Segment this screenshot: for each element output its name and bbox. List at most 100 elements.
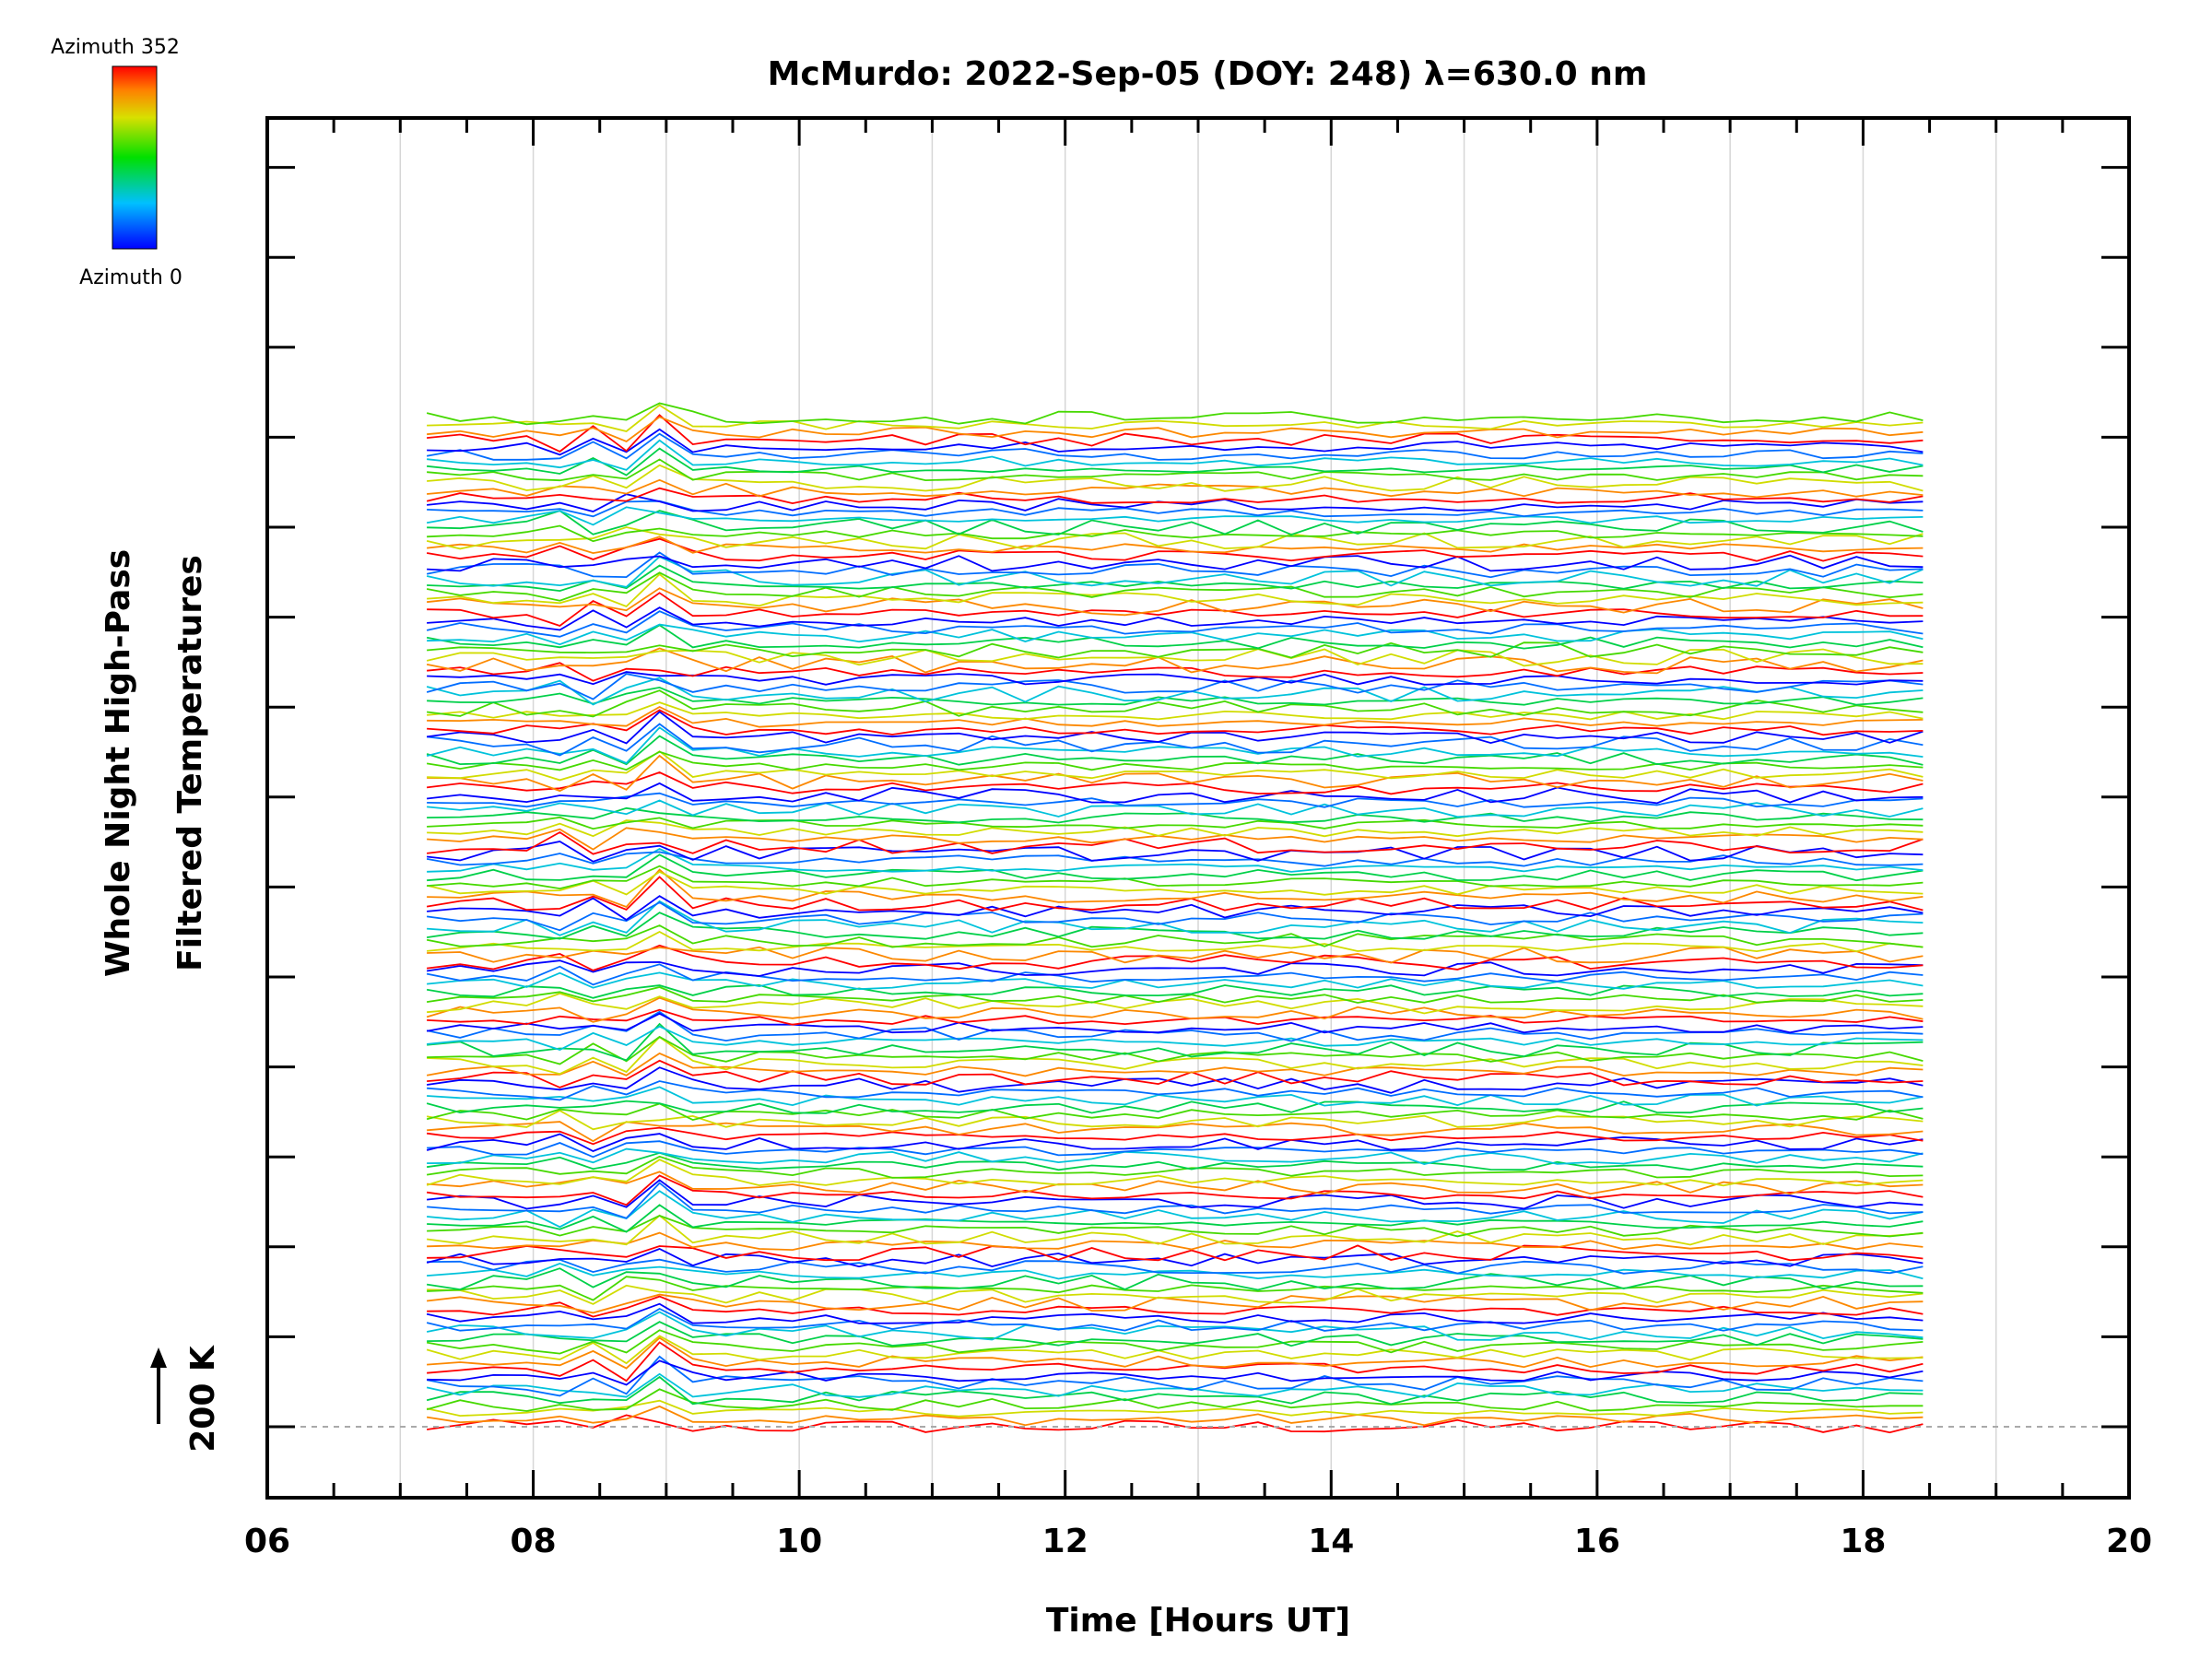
temperature-series-line: [427, 853, 1924, 882]
temperature-series-line: [427, 458, 1924, 482]
temperature-series-line: [427, 868, 1924, 909]
temperature-series-line: [426, 1159, 1924, 1187]
temperature-series-line: [426, 912, 1924, 940]
temperature-series-line: [427, 1321, 1924, 1347]
temperature-series-line: [426, 487, 1924, 505]
temperature-series-line: [427, 799, 1924, 818]
temperature-series-line: [426, 1133, 1924, 1152]
temperature-series-line: [426, 1214, 1924, 1246]
axis-ticks: [265, 118, 2131, 1498]
temperature-series-line: [427, 900, 1924, 936]
temperature-series-line: [427, 1121, 1924, 1143]
temperature-series-line: [427, 1059, 1924, 1088]
scale-label: 200 K: [184, 1345, 222, 1453]
temperature-series-line: [426, 959, 1924, 977]
chart-title: McMurdo: 2022-Sep-05 (DOY: 248) λ=630.0 …: [768, 55, 1648, 93]
temperature-series-line: [427, 464, 1924, 492]
temperature-series-line: [427, 641, 1924, 659]
temperature-series-line: [426, 1335, 1924, 1365]
series-group: [426, 402, 1924, 1434]
temperature-series-line: [426, 996, 1924, 1023]
temperature-series-line: [427, 819, 1924, 838]
temperature-series-line: [427, 1341, 1924, 1382]
temperature-series-line: [427, 806, 1924, 824]
temperature-series-line: [426, 571, 1924, 602]
y-axis-label-line1: Whole Night High-Pass: [100, 549, 137, 977]
temperature-series-line: [427, 686, 1924, 706]
temperature-series-line: [427, 564, 1924, 593]
temperature-series-line: [427, 1035, 1924, 1065]
x-tick-label: 06: [244, 1523, 290, 1560]
temperature-series-line: [427, 1008, 1924, 1026]
temperature-series-line: [427, 1204, 1924, 1233]
temperature-series-line: [426, 726, 1924, 765]
x-tick-label: 14: [1308, 1523, 1354, 1560]
temperature-series-line: [427, 750, 1924, 782]
temperature-series-line: [427, 841, 1924, 863]
temperature-series-line: [426, 723, 1924, 757]
temperature-series-line: [427, 1025, 1924, 1051]
temperature-series-line: [426, 1405, 1924, 1427]
temperature-series-line: [427, 592, 1924, 628]
temperature-series-line: [427, 930, 1924, 953]
temperature-series-line: [426, 1102, 1924, 1122]
temperature-series-line: [426, 924, 1924, 948]
temperature-series-line: [426, 711, 1924, 745]
temperature-series-line: [426, 986, 1924, 1004]
colorbar: [112, 65, 158, 250]
temperature-series-line: [427, 971, 1924, 991]
temperature-series-line: [427, 1231, 1924, 1252]
temperature-series-line: [427, 1190, 1924, 1229]
temperature-series-line: [427, 414, 1924, 453]
temperature-series-line: [427, 535, 1924, 555]
x-tick-label: 18: [1840, 1523, 1886, 1560]
colorbar-top-label: Azimuth 352: [51, 36, 180, 59]
temperature-series-line: [427, 1086, 1924, 1107]
temperature-series-line: [426, 963, 1924, 986]
x-tick-labels: 06 08 10 12 14 16 18 20: [244, 1523, 2152, 1560]
temperature-series-line: [426, 1151, 1924, 1171]
temperature-series-line: [426, 506, 1924, 526]
temperature-series-line: [426, 1126, 1924, 1146]
temperature-series-line: [426, 1307, 1924, 1332]
temperature-series-line: [426, 648, 1924, 667]
temperature-series-line: [427, 439, 1924, 471]
temperature-series-line: [427, 1022, 1924, 1062]
temperature-series-line: [426, 1109, 1924, 1131]
temperature-series-line: [427, 606, 1924, 631]
temperature-series-line: [427, 847, 1924, 873]
temperature-series-line: [427, 671, 1924, 686]
temperature-series-line: [427, 895, 1924, 922]
x-tick-label: 10: [776, 1523, 822, 1560]
temperature-series-line: [426, 870, 1924, 896]
temperature-series-line: [426, 432, 1924, 461]
temperature-series-line: [427, 428, 1924, 456]
temperature-series-line: [427, 705, 1924, 728]
x-tick-label: 08: [511, 1523, 557, 1560]
temperature-series-line: [427, 1215, 1924, 1238]
temperature-series-line: [426, 1100, 1924, 1114]
temperature-series-line: [427, 1080, 1924, 1101]
temperature-series-line: [427, 623, 1924, 646]
x-tick-label: 16: [1574, 1523, 1620, 1560]
temperature-series-line: [427, 1262, 1924, 1280]
temperature-series-line: [426, 689, 1924, 718]
temperature-series-line: [426, 673, 1924, 700]
temperature-series-line: [427, 709, 1924, 736]
temperature-series-line: [426, 1066, 1924, 1094]
temperature-series-line: [426, 1399, 1924, 1418]
temperature-series-line: [426, 1174, 1924, 1206]
temperature-series-line: [426, 624, 1924, 650]
temperature-series-line: [426, 551, 1924, 579]
temperature-series-line: [426, 782, 1924, 805]
temperature-series-line: [426, 1293, 1924, 1314]
temperature-series-line: [427, 1336, 1924, 1370]
temperature-series-line: [426, 851, 1924, 867]
temperature-series-line: [426, 1329, 1924, 1355]
temperature-series-line: [426, 1052, 1924, 1077]
scale-indicator: 200 K: [150, 1345, 222, 1453]
temperature-series-line: [427, 1244, 1924, 1262]
temperature-series-line: [427, 416, 1924, 443]
temperature-series-line: [426, 526, 1924, 550]
